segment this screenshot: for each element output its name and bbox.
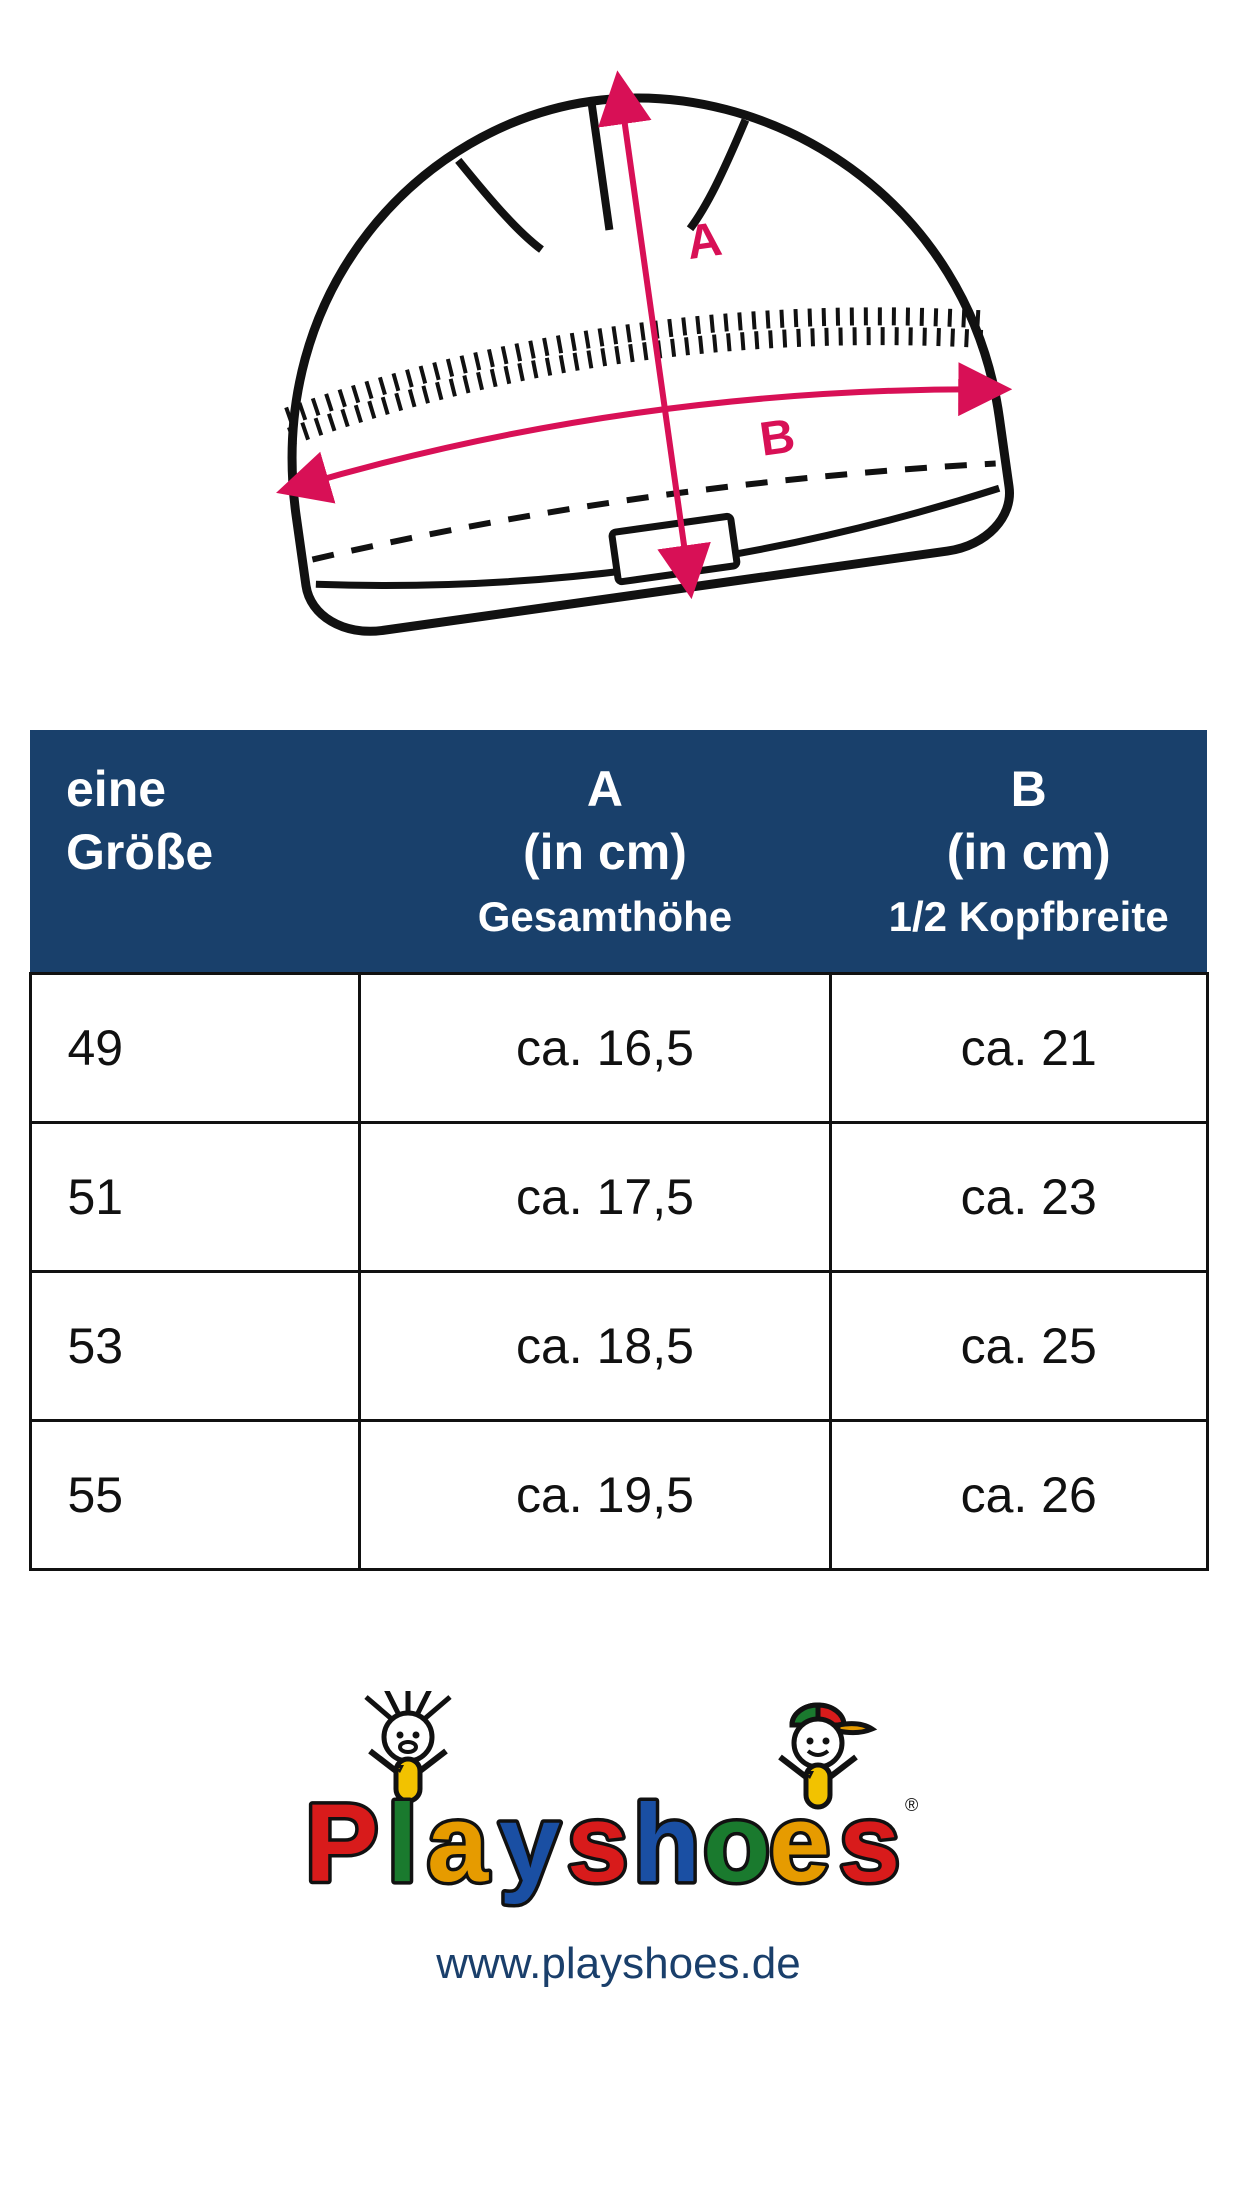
logo-letter-e: e: [769, 1782, 830, 1905]
brand-logo-block: P l a y s h o e s ® www.playshoes.de: [299, 1691, 939, 1989]
cell-b: ca. 21: [830, 973, 1207, 1122]
col-header-a-line1: A: [587, 761, 623, 817]
cell-a: ca. 18,5: [360, 1271, 831, 1420]
logo-letter-h: h: [633, 1782, 700, 1905]
cell-b: ca. 23: [830, 1122, 1207, 1271]
logo-wordmark: P l a y s h o e s: [305, 1782, 900, 1905]
dimension-label-b: B: [756, 409, 798, 466]
size-table-body: 49 ca. 16,5 ca. 21 51 ca. 17,5 ca. 23 53…: [30, 973, 1207, 1569]
dimension-label-a: A: [683, 213, 725, 270]
cell-b: ca. 26: [830, 1420, 1207, 1569]
cell-b: ca. 25: [830, 1271, 1207, 1420]
col-header-b-sub: 1/2 Kopfbreite: [866, 891, 1191, 944]
col-header-b-line1: B: [1011, 761, 1047, 817]
beanie-diagram: A B: [0, 0, 1237, 720]
col-header-size-line2: Größe: [66, 824, 213, 880]
col-header-a-line2: (in cm): [523, 824, 687, 880]
logo-letter-o: o: [703, 1782, 770, 1905]
col-header-a-sub: Gesamthöhe: [396, 891, 815, 944]
col-header-b-line2: (in cm): [947, 824, 1111, 880]
logo-letter-y: y: [499, 1782, 560, 1905]
table-row: 55 ca. 19,5 ca. 26: [30, 1420, 1207, 1569]
cell-a: ca. 16,5: [360, 973, 831, 1122]
table-row: 51 ca. 17,5 ca. 23: [30, 1122, 1207, 1271]
cell-size: 51: [30, 1122, 360, 1271]
col-header-b: B (in cm) 1/2 Kopfbreite: [830, 730, 1207, 973]
col-header-size-line1: eine: [66, 761, 166, 817]
logo-letter-s2: s: [839, 1782, 900, 1905]
logo-letter-s: s: [567, 1782, 628, 1905]
cell-size: 53: [30, 1271, 360, 1420]
col-header-size: eine Größe: [30, 730, 360, 973]
size-table: eine Größe A (in cm) Gesamthöhe B (in cm…: [29, 730, 1209, 1571]
logo-letter-a: a: [427, 1782, 489, 1905]
cell-size: 49: [30, 973, 360, 1122]
logo-letter-l: l: [387, 1782, 418, 1905]
brand-url: www.playshoes.de: [436, 1939, 800, 1989]
logo-registered-icon: ®: [905, 1795, 918, 1815]
size-table-head: eine Größe A (in cm) Gesamthöhe B (in cm…: [30, 730, 1207, 973]
logo-letter-P: P: [305, 1782, 378, 1905]
brand-logo: P l a y s h o e s ®: [299, 1691, 939, 1931]
cell-a: ca. 19,5: [360, 1420, 831, 1569]
cell-a: ca. 17,5: [360, 1122, 831, 1271]
cell-size: 55: [30, 1420, 360, 1569]
col-header-a: A (in cm) Gesamthöhe: [360, 730, 831, 973]
table-row: 53 ca. 18,5 ca. 25: [30, 1271, 1207, 1420]
beanie-svg: A B: [159, 40, 1079, 680]
table-row: 49 ca. 16,5 ca. 21: [30, 973, 1207, 1122]
